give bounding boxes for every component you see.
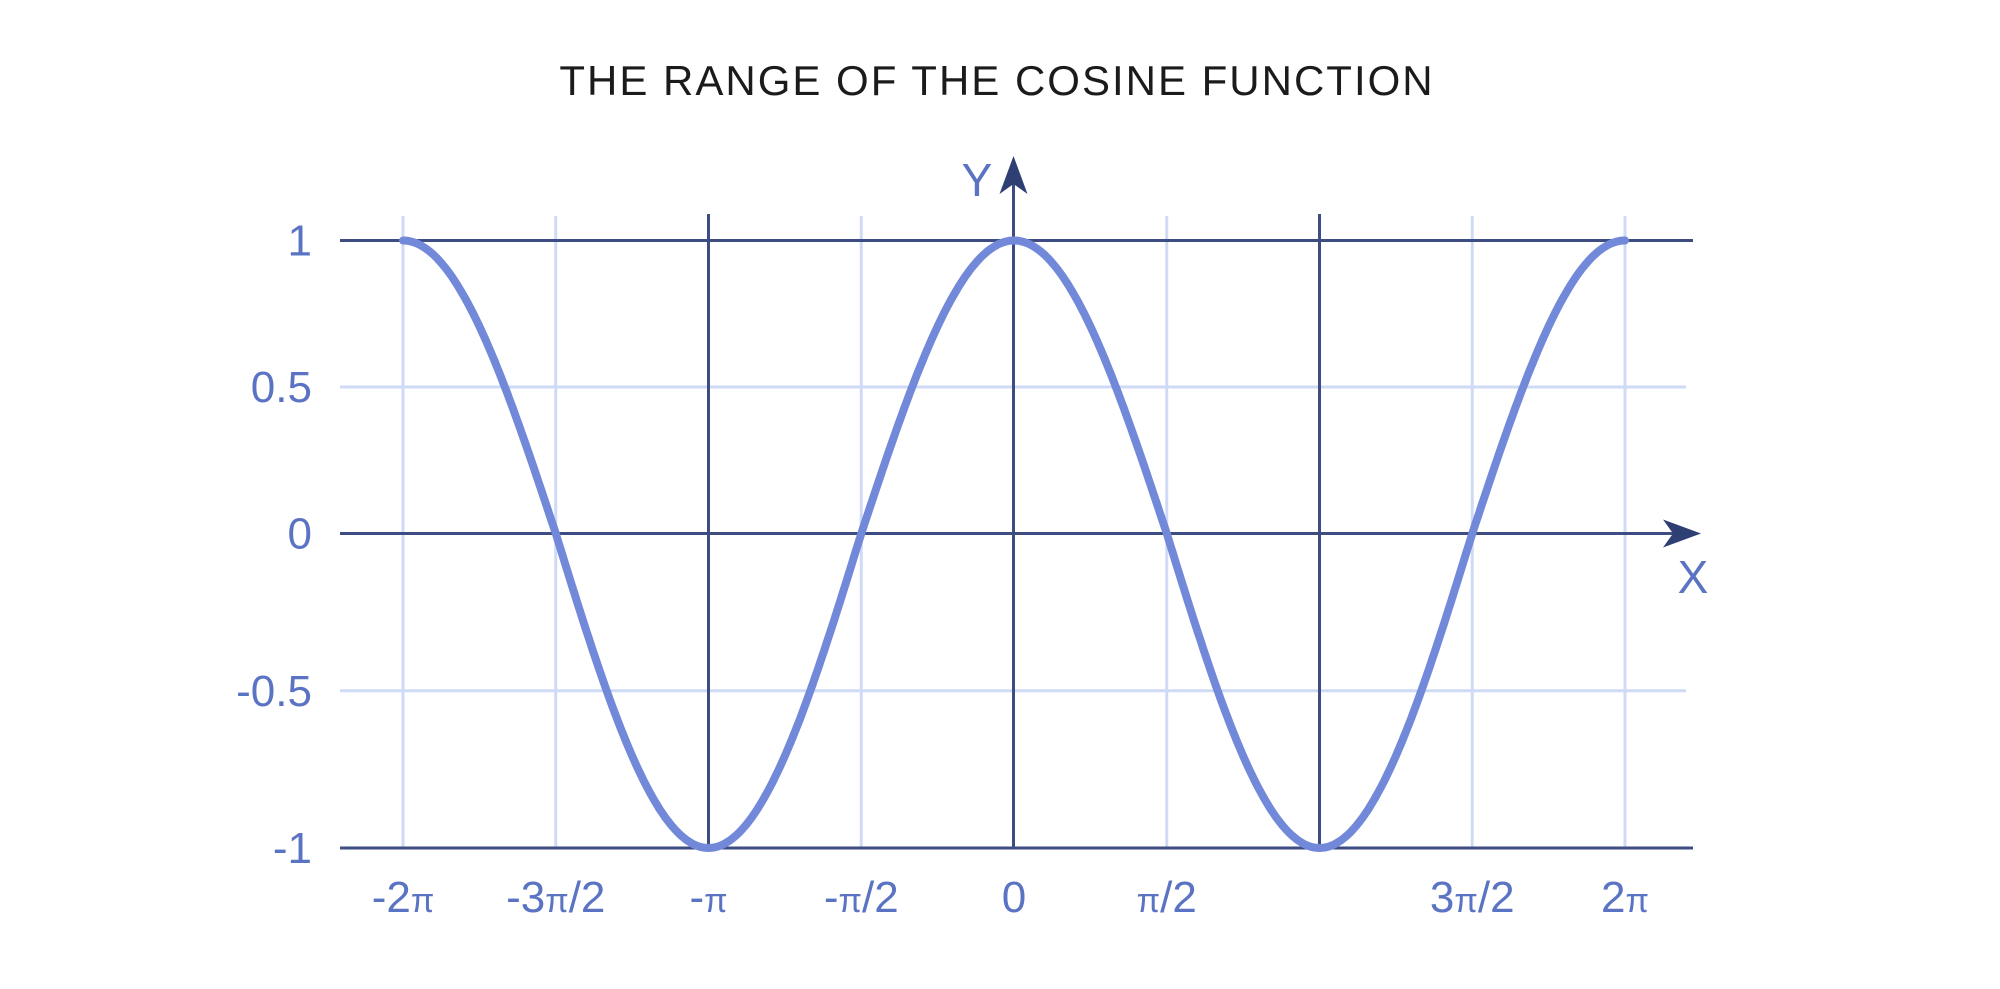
x-tick-label: -2π [372, 873, 435, 922]
y-tick-label: 1 [288, 217, 312, 266]
x-tick-labels: -2π -3π/2 -π -π/2 0 π/2 3π/2 2π [372, 873, 1649, 922]
x-tick-label: -π [689, 873, 727, 922]
gridlines-pi-emphasis [340, 214, 1693, 850]
y-tick-labels: 1 0.5 0 -0.5 -1 [236, 217, 312, 874]
y-tick-label: -0.5 [236, 667, 312, 716]
x-tick-label: 0 [1002, 873, 1026, 922]
cosine-curve [399, 236, 1629, 852]
chart-title: THE RANGE OF THE COSINE FUNCTION [559, 57, 1434, 104]
x-tick-label: π/2 [1137, 873, 1197, 922]
x-axis-arrowhead-icon [1663, 519, 1701, 548]
x-tick-label: 3π/2 [1430, 873, 1515, 922]
y-tick-label: 0.5 [251, 363, 312, 412]
x-tick-label: -π/2 [824, 873, 899, 922]
x-axis-label: X [1678, 551, 1709, 603]
y-tick-label: -1 [273, 824, 312, 873]
x-tick-label: 2π [1601, 873, 1649, 922]
y-tick-label: 0 [288, 510, 312, 559]
y-axis-label: Y [962, 154, 993, 206]
y-axis-arrowhead-icon [999, 156, 1028, 194]
x-tick-label: -3π/2 [506, 873, 605, 922]
